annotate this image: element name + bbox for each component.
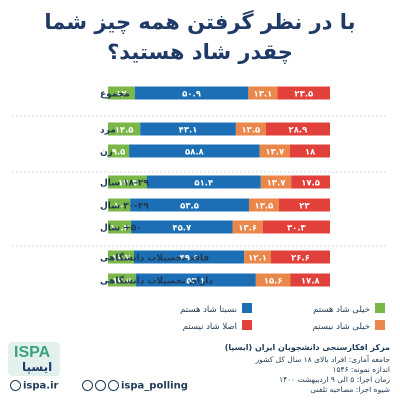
bar-value-label: ۲۶.۶ [291, 253, 310, 263]
category-label: ۱۸-۲۹ سال [100, 179, 149, 189]
bar-segment [108, 198, 131, 212]
bar-value-label: ۱۲.۱ [248, 253, 267, 263]
legend-swatch [375, 303, 385, 313]
bar-segment [260, 175, 292, 189]
bar-segment [146, 175, 261, 189]
category-label: زن [100, 148, 113, 158]
bar-segment [248, 198, 279, 212]
bar-value-label: ۱۰ [114, 201, 124, 211]
bar-value-label: ۱۱.۷ [112, 253, 132, 263]
bar-value-label: ۱۸ [305, 147, 316, 157]
bar-value-label: ۱۷.۵ [301, 178, 320, 188]
legend-swatch [242, 320, 252, 330]
chart-title-line1: با در نظر گرفتن همه چیز شما [44, 10, 356, 34]
bar-value-label: ۱۴.۵ [115, 125, 134, 135]
bar-segment [290, 273, 330, 287]
footer-org: مرکز افکارسنجی دانشجویان ایران (ایسپا) [224, 343, 390, 352]
legend-label: خیلی شاد نیستم [313, 322, 370, 332]
bar-segment [278, 198, 330, 212]
bar-value-label: ۲۳ [299, 201, 310, 211]
bar-value-label: ۱۳.۶ [238, 223, 257, 233]
legend-label: نسبتا شاد هستم [180, 305, 237, 315]
footer-method: شیوه اجرا: مصاحبه تلفنی [310, 385, 390, 394]
bar-value-label: ۵۳.۵ [180, 201, 199, 211]
bar-value-label: ۱۳.۱ [254, 89, 273, 99]
category-label: دارای تحصیلات دانشگاهی [100, 275, 213, 287]
bar-value-label: ۴۹.۶ [180, 253, 199, 263]
bar-segment [108, 273, 136, 287]
bar-segment [235, 122, 266, 136]
website-text: ispa.ir [23, 380, 59, 392]
bar-value-label: ۱۷.۸ [301, 276, 321, 286]
bar-value-label: ۱۳.۵ [241, 125, 260, 135]
bar-value-label: ۱۳.۷ [267, 178, 287, 188]
footer-sample: اندازه نمونه: ۱۵۴۶ [332, 365, 390, 374]
bar-segment [108, 175, 147, 189]
legend-swatch [242, 303, 252, 313]
ispa-logo: ISPA ایسپا [8, 342, 60, 376]
bar-segment [108, 86, 135, 100]
bar-segment [129, 144, 260, 158]
footer-date: زمان اجرا: ۵ الی ۹ اردیبهشت ۱۴۰۰ [279, 375, 390, 384]
logo-subtext: ایسپا [22, 360, 53, 374]
bar-value-label: ۱۷.۵ [118, 178, 137, 188]
bar-segment [248, 86, 278, 100]
bar-value-label: ۵۰.۹ [182, 89, 202, 99]
bar-segment [291, 175, 330, 189]
bar-value-label: ۱۰.۴ [110, 223, 129, 233]
legend-swatch [375, 320, 385, 330]
legend-label: خیلی شاد هستم [313, 305, 370, 315]
bar-value-label: ۹.۵ [112, 147, 126, 157]
bar-value-label: ۱۳.۵ [255, 201, 274, 211]
category-label: فاقد تحصیلات دانشگاهی [100, 252, 209, 264]
bar-value-label: ۴۳.۱ [179, 125, 198, 135]
bar-value-label: ۲۳.۵ [294, 89, 313, 99]
bar-segment [130, 198, 249, 212]
bar-value-label: ۴۵.۷ [172, 223, 192, 233]
globe-icon [10, 380, 21, 391]
bar-segment [108, 144, 130, 158]
bar-segment [270, 250, 330, 264]
bar-segment [255, 273, 291, 287]
bar-segment [135, 273, 256, 287]
bar-segment [265, 122, 330, 136]
category-label: ۵۰+ سال [100, 224, 142, 234]
category-label: مجموع [100, 90, 130, 100]
bar-segment [108, 220, 132, 234]
bar-value-label: ۳۰.۳ [287, 223, 307, 233]
social-handle[interactable]: ispa_polling [82, 380, 188, 392]
bar-segment [290, 144, 330, 158]
logo-text: ISPA [14, 344, 51, 361]
bar-segment [244, 250, 271, 264]
bar-segment [277, 86, 330, 100]
chart-title-line2: چقدر شاد هستید؟ [107, 40, 293, 64]
bar-value-label: ۱۳.۷ [265, 147, 285, 157]
bar-value-label: ۱۲.۵ [112, 276, 131, 286]
bar-value-label: ۱۲ [116, 89, 127, 99]
bar-value-label: ۵۸.۸ [185, 147, 205, 157]
bar-value-label: ۵۴.۱ [186, 276, 205, 286]
bar-segment [232, 220, 263, 234]
bar-segment [131, 220, 233, 234]
bar-segment [259, 144, 291, 158]
bar-segment [133, 250, 245, 264]
bar-value-label: ۱۵.۶ [264, 276, 283, 286]
bar-segment [134, 86, 249, 100]
bar-value-label: ۲۸.۹ [289, 125, 309, 135]
category-label: مرد [100, 126, 116, 136]
bar-segment [108, 122, 141, 136]
bar-segment [262, 220, 330, 234]
website-link[interactable]: ispa.ir [10, 380, 58, 392]
twitter-icon [95, 380, 106, 391]
category-label: ۳۰-۴۹ سال [100, 202, 149, 212]
handle-text: ispa_polling [121, 380, 188, 392]
telegram-icon [82, 380, 93, 391]
legend-label: اصلا شاد نیستم [183, 322, 237, 332]
bar-segment [140, 122, 236, 136]
instagram-icon [108, 380, 119, 391]
footer-population: جامعه آماری: افراد بالای ۱۸ سال کل کشور [255, 355, 390, 364]
bar-value-label: ۵۱.۴ [194, 178, 213, 188]
bar-segment [108, 250, 134, 264]
